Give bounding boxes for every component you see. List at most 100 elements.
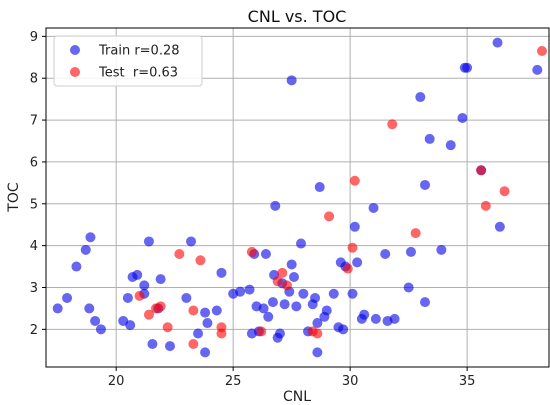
y-tick-label: 6 [30, 155, 38, 170]
data-point [457, 112, 468, 123]
data-point [188, 305, 199, 316]
data-point [122, 292, 133, 303]
data-point [186, 236, 197, 247]
data-point [368, 202, 379, 213]
y-tick-label: 3 [30, 281, 38, 296]
data-point [445, 140, 456, 151]
data-point [193, 328, 204, 339]
x-tick-label: 30 [342, 374, 359, 389]
data-point [359, 309, 370, 320]
plot-frame [45, 27, 550, 368]
data-point [216, 322, 227, 333]
data-point [492, 37, 503, 48]
data-point [436, 244, 447, 255]
data-point [162, 322, 173, 333]
y-tick-label: 2 [30, 323, 38, 338]
data-point [71, 261, 82, 272]
data-point [267, 297, 278, 308]
data-point [349, 221, 360, 232]
data-point [260, 249, 271, 259]
data-point [532, 64, 543, 75]
x-tick-label: 25 [225, 374, 242, 389]
data-point [415, 92, 426, 103]
data-point [134, 290, 145, 301]
x-axis-label: CNL [283, 389, 311, 405]
y-tick-label: 5 [30, 197, 38, 212]
data-point [494, 221, 505, 232]
data-point [272, 276, 283, 287]
y-tick-label: 8 [30, 72, 38, 87]
data-point [188, 338, 199, 349]
data-point [274, 328, 285, 339]
data-point [370, 313, 381, 324]
data-point [256, 326, 267, 337]
data-point [235, 286, 246, 297]
data-point [181, 292, 192, 303]
data-point [270, 200, 281, 211]
data-point [324, 211, 335, 222]
data-point [90, 315, 101, 326]
x-tick-label: 20 [108, 374, 125, 389]
data-point [143, 309, 154, 320]
legend-label: Test r=0.63 [98, 66, 178, 81]
data-point [95, 324, 106, 335]
data-point [312, 347, 323, 358]
data-point [380, 249, 391, 259]
data-point [403, 282, 414, 293]
data-point [263, 311, 274, 322]
data-point [424, 133, 435, 144]
data-point [85, 232, 96, 243]
data-point [310, 292, 321, 303]
data-point [536, 46, 547, 57]
data-point [281, 280, 292, 291]
y-axis-label: TOC [6, 182, 22, 213]
data-point [312, 328, 323, 339]
data-point [62, 292, 73, 303]
data-point [286, 75, 297, 86]
data-point [195, 255, 206, 266]
data-point [312, 318, 323, 329]
data-point [202, 318, 213, 329]
data-point [321, 305, 332, 316]
data-point [342, 263, 353, 274]
data-point [296, 238, 307, 249]
data-point [155, 274, 166, 285]
data-point [347, 288, 358, 299]
data-point [132, 269, 143, 280]
legend: Train r=0.28 Test r=0.63 [53, 35, 203, 87]
data-point [420, 297, 431, 308]
data-point [147, 338, 158, 349]
data-point [52, 303, 63, 314]
data-point [84, 303, 95, 314]
data-point [200, 307, 211, 318]
data-point [499, 186, 510, 197]
series-1 [134, 46, 547, 349]
y-tick-label: 9 [30, 30, 38, 45]
data-point [174, 249, 185, 259]
data-point [244, 284, 255, 295]
data-point [200, 347, 211, 358]
data-point [139, 280, 150, 291]
data-point [347, 242, 358, 253]
y-tick-label: 4 [30, 239, 38, 254]
data-point [164, 341, 175, 352]
data-point [279, 299, 290, 310]
ticks: 20 25 30 35 2 3 4 5 6 7 8 9 [30, 30, 476, 389]
data-point [410, 228, 421, 239]
data-point [80, 244, 91, 255]
data-point [420, 179, 431, 190]
data-point [291, 301, 302, 312]
legend-marker [70, 45, 80, 55]
data-point [349, 175, 360, 186]
data-point [216, 267, 227, 278]
data-point [155, 301, 166, 312]
data-point [298, 288, 309, 299]
data-point [328, 288, 339, 299]
y-tick-label: 7 [30, 114, 38, 129]
data-point [387, 119, 398, 130]
legend-label: Train r=0.28 [98, 44, 180, 59]
data-point [125, 320, 136, 331]
data-point [314, 182, 325, 193]
data-point [352, 257, 363, 268]
